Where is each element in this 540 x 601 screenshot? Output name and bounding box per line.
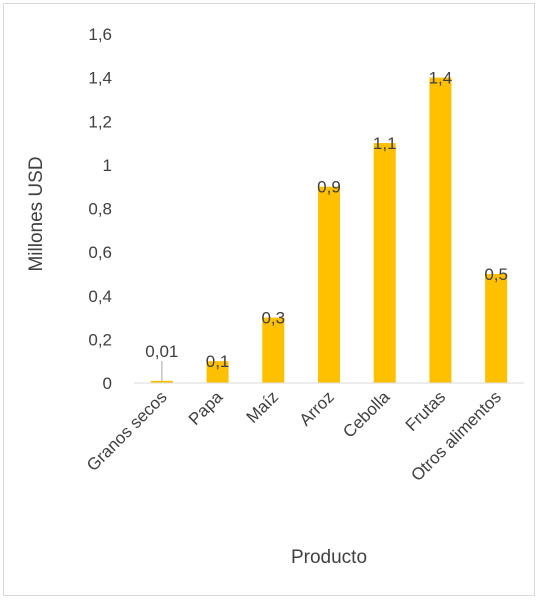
data-label: 1,4 bbox=[429, 69, 453, 88]
x-axis-title: Producto bbox=[291, 547, 367, 568]
data-label: 0,5 bbox=[484, 265, 508, 284]
bar bbox=[150, 380, 173, 383]
x-tick-label: Papa bbox=[185, 387, 227, 429]
data-label: 0,9 bbox=[317, 178, 341, 197]
y-tick-label: 0,4 bbox=[88, 287, 112, 306]
data-label: 1,1 bbox=[373, 134, 397, 153]
data-label: 0,01 bbox=[145, 342, 178, 361]
y-tick-label: 0,6 bbox=[88, 243, 112, 262]
x-tick-label: Cebolla bbox=[339, 387, 394, 442]
bar bbox=[485, 273, 508, 383]
bar bbox=[262, 317, 285, 383]
y-axis-title: Millones USD bbox=[26, 156, 47, 271]
y-tick-label: 1,4 bbox=[88, 69, 112, 88]
bars bbox=[150, 77, 508, 383]
y-tick-label: 1 bbox=[103, 156, 112, 175]
x-tick-label: Frutas bbox=[402, 387, 450, 435]
y-tick-label: 0,2 bbox=[88, 330, 112, 349]
x-axis-ticks: Granos secos Papa Maíz Arroz Cebolla FrutasOt… bbox=[83, 387, 505, 485]
x-tick-label: Maíz bbox=[243, 387, 282, 426]
y-axis-ticks: 0 0,2 0,4 0,6 0,8 1 1,2 1,4 1,6 bbox=[88, 25, 112, 393]
data-label: 0,1 bbox=[206, 352, 230, 371]
x-tick-label: Granos secos bbox=[83, 387, 171, 475]
x-tick-label: Arroz bbox=[296, 387, 338, 429]
y-tick-label: 1,2 bbox=[88, 112, 112, 131]
y-tick-label: 1,6 bbox=[88, 25, 112, 44]
bar bbox=[206, 361, 229, 383]
bar bbox=[373, 143, 396, 383]
y-tick-label: 0 bbox=[103, 374, 112, 393]
data-labels: 0,01 0,1 0,3 0,9 1,1 1,4 0,5 bbox=[145, 69, 508, 372]
data-label: 0,3 bbox=[261, 309, 285, 328]
bar bbox=[429, 77, 452, 383]
y-tick-label: 0,8 bbox=[88, 200, 112, 219]
bar bbox=[318, 186, 340, 383]
